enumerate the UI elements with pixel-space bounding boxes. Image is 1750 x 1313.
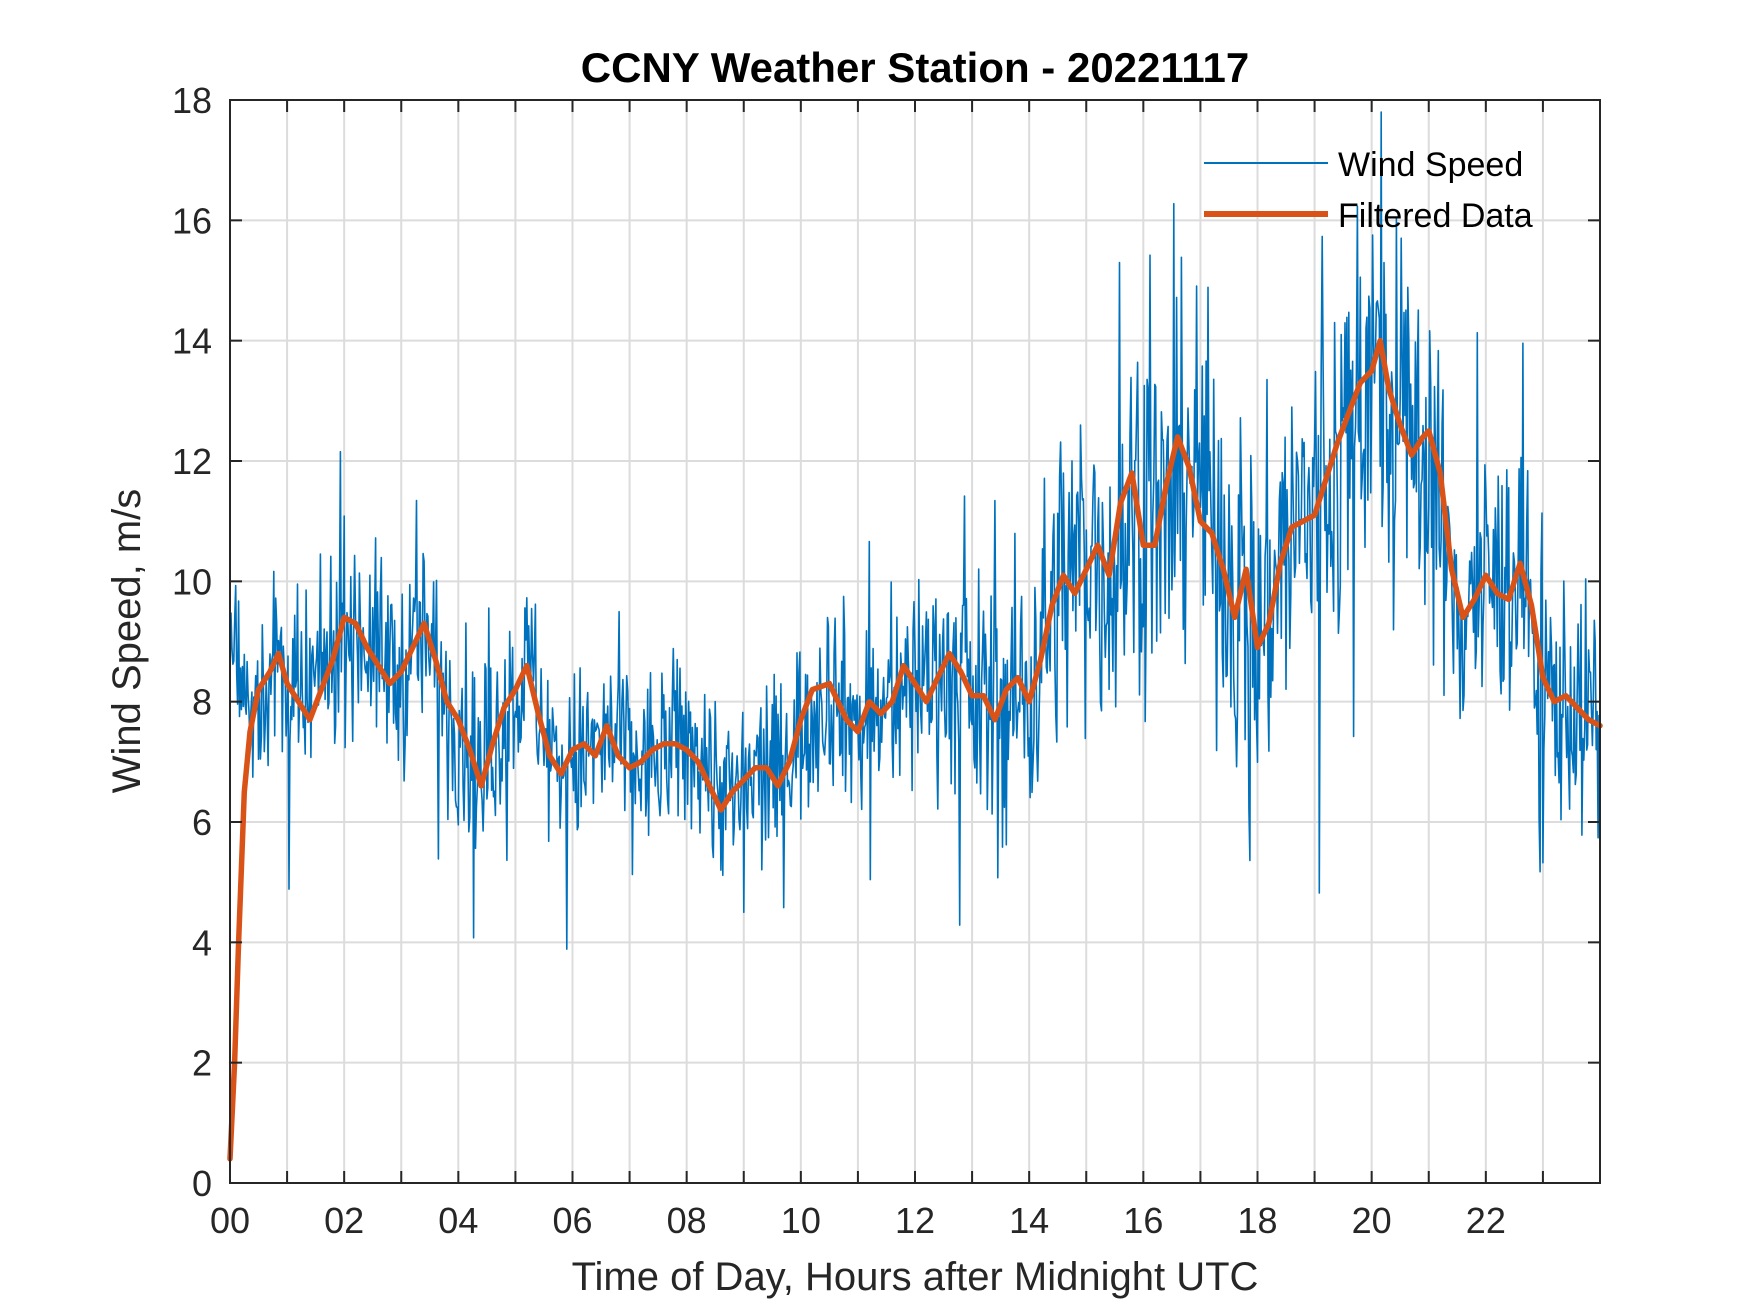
- y-tick-label: 16: [172, 200, 212, 241]
- y-tick-label: 8: [192, 682, 212, 723]
- x-tick-label: 16: [1123, 1200, 1163, 1241]
- wind-speed-series: [229, 111, 1601, 950]
- wind-speed-line: [229, 111, 1601, 950]
- x-tick-label: 10: [781, 1200, 821, 1241]
- x-tick-label: 00: [210, 1200, 250, 1241]
- x-axis-label: Time of Day, Hours after Midnight UTC: [572, 1255, 1259, 1299]
- x-tick-label: 14: [1009, 1200, 1049, 1241]
- x-tick-label: 20: [1352, 1200, 1392, 1241]
- filtered-data-series: [227, 337, 1603, 1162]
- filtered-data-line: [227, 337, 1603, 1162]
- y-tick-label: 0: [192, 1163, 212, 1204]
- x-tick-label: 12: [895, 1200, 935, 1241]
- legend: Wind Speed Filtered Data: [1204, 146, 1533, 235]
- legend-label-filtered-data: Filtered Data: [1338, 197, 1533, 235]
- x-tick-label: 22: [1466, 1200, 1506, 1241]
- x-tick-label: 06: [552, 1200, 592, 1241]
- y-tick-label: 10: [172, 561, 212, 602]
- y-tick-label: 18: [172, 80, 212, 121]
- x-tick-labels: 00 02 04 06 08 10 12 14 16 18 20 22: [210, 1200, 1506, 1241]
- plot-frame: [229, 99, 1601, 1184]
- y-axis-label: Wind Speed, m/s: [105, 489, 149, 794]
- legend-label-wind-speed: Wind Speed: [1338, 146, 1523, 184]
- chart-title: CCNY Weather Station - 20221117: [581, 44, 1249, 91]
- x-tick-label: 18: [1237, 1200, 1277, 1241]
- y-tick-label: 6: [192, 802, 212, 843]
- x-tick-label: 04: [438, 1200, 478, 1241]
- x-tick-label: 08: [667, 1200, 707, 1241]
- y-tick-label: 4: [192, 922, 212, 963]
- x-tick-label: 02: [324, 1200, 364, 1241]
- y-tick-label: 2: [192, 1043, 212, 1084]
- y-tick-labels: 0 2 4 6 8 10 12 14 16 18: [172, 80, 212, 1204]
- y-tick-label: 12: [172, 441, 212, 482]
- y-tick-label: 14: [172, 321, 212, 362]
